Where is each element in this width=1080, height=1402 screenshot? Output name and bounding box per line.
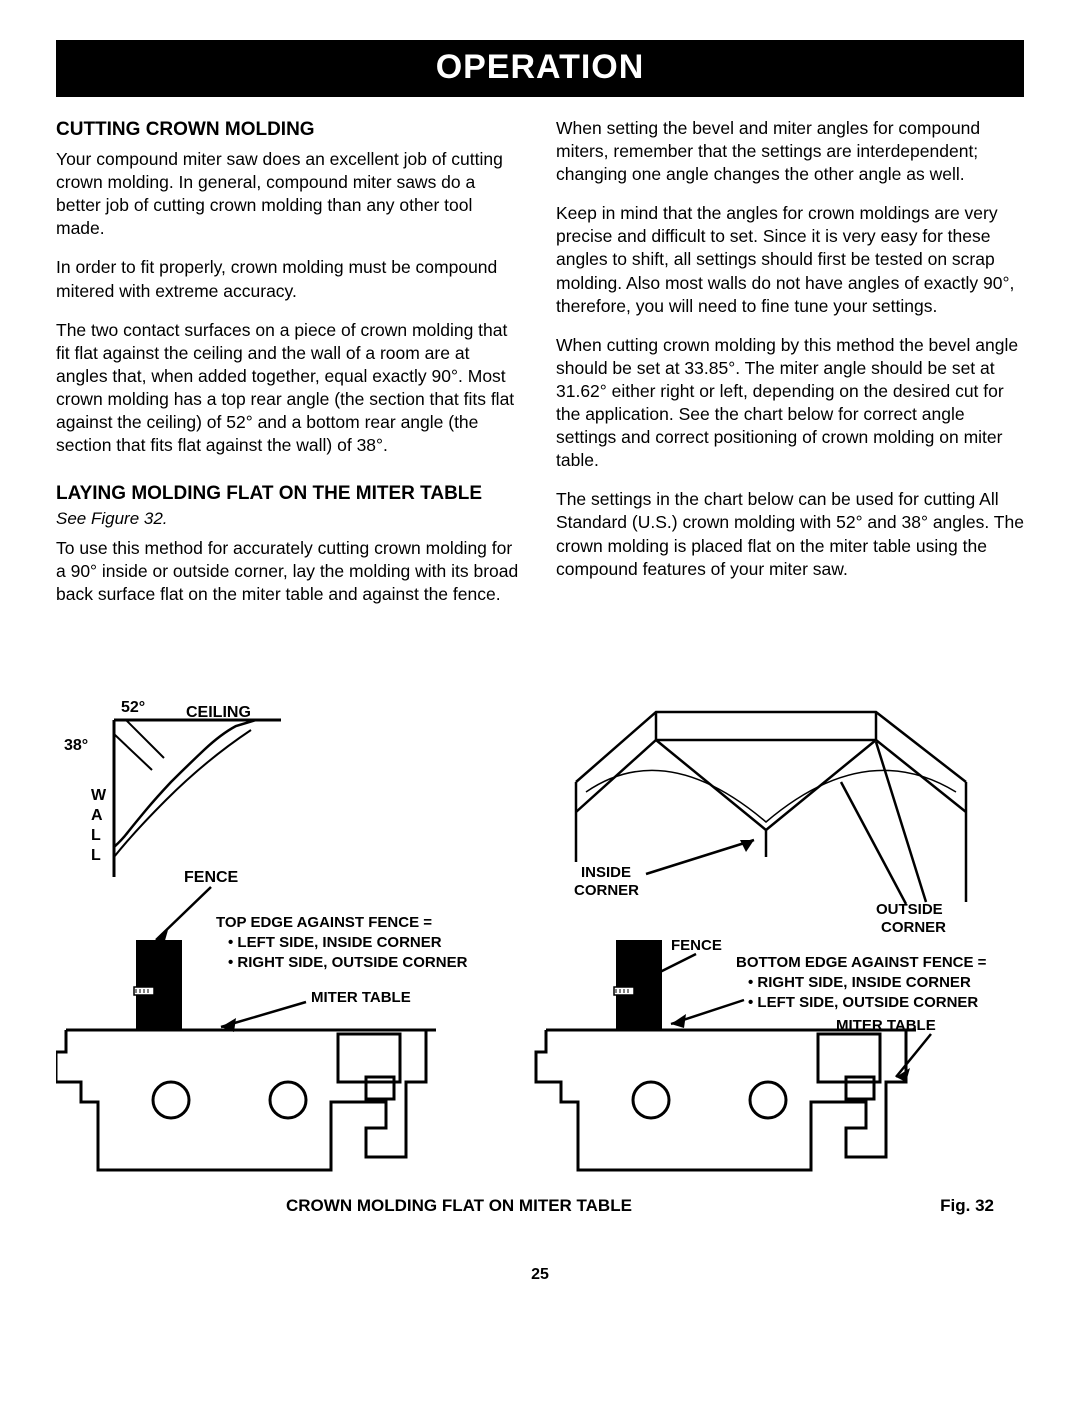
heading-laying: LAYING MOLDING FLAT ON THE MITER TABLE	[56, 481, 524, 506]
outside-corner-label: OUTSIDE	[876, 901, 943, 918]
para: The two contact surfaces on a piece of c…	[56, 319, 524, 458]
wall-l: L	[91, 827, 101, 844]
para: The settings in the chart below can be u…	[556, 488, 1024, 580]
wall-a: A	[91, 807, 103, 824]
para: To use this method for accurately cuttin…	[56, 537, 524, 606]
para: Keep in mind that the angles for crown m…	[556, 202, 1024, 317]
left-li2: • RIGHT SIDE, OUTSIDE CORNER	[228, 954, 468, 971]
inside-corner-label2: CORNER	[574, 882, 639, 899]
angle-52-label: 52°	[121, 699, 145, 716]
figure-32: 52° CEILING 38° W A L L FENCE	[56, 682, 1024, 1202]
fence-label-right: FENCE	[671, 937, 722, 954]
left-li1: • LEFT SIDE, INSIDE CORNER	[228, 934, 442, 951]
right-li1: • RIGHT SIDE, INSIDE CORNER	[748, 974, 971, 991]
page-banner: OPERATION	[56, 40, 1024, 97]
angle-38-label: 38°	[64, 737, 88, 754]
para: When setting the bevel and miter angles …	[556, 117, 1024, 186]
left-column: CUTTING CROWN MOLDING Your compound mite…	[56, 117, 524, 622]
wall-l2: L	[91, 847, 101, 864]
bottom-edge-label: BOTTOM EDGE AGAINST FENCE =	[736, 954, 987, 971]
right-li2: • LEFT SIDE, OUTSIDE CORNER	[748, 994, 978, 1011]
miter-label-left: MITER TABLE	[311, 989, 411, 1006]
right-column: When setting the bevel and miter angles …	[556, 117, 1024, 622]
top-edge-label: TOP EDGE AGAINST FENCE =	[216, 914, 432, 931]
outside-corner-label2: CORNER	[881, 919, 946, 936]
para: In order to fit properly, crown molding …	[56, 256, 524, 302]
text-columns: CUTTING CROWN MOLDING Your compound mite…	[56, 117, 1024, 622]
para: When cutting crown molding by this metho…	[556, 334, 1024, 473]
page-number: 25	[56, 1266, 1024, 1284]
see-figure: See Figure 32.	[56, 508, 524, 530]
para: Your compound miter saw does an excellen…	[56, 148, 524, 240]
wall-w: W	[91, 787, 107, 804]
heading-cutting: CUTTING CROWN MOLDING	[56, 117, 524, 142]
inside-corner-label: INSIDE	[581, 864, 631, 881]
ceiling-label: CEILING	[186, 704, 251, 721]
fence-label-left: FENCE	[184, 869, 239, 886]
